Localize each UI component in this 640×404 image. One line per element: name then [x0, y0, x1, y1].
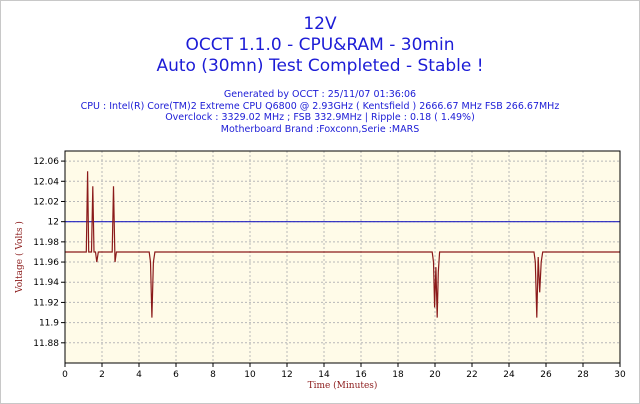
y-tick-label: 11.92: [33, 298, 59, 308]
y-tick-label: 11.88: [33, 339, 59, 349]
y-axis-label: Voltage ( Volts ): [14, 221, 25, 294]
x-tick-label: 28: [577, 370, 589, 380]
overclock-info: Overclock : 3329.02 MHz ; FSB 332.9MHz |…: [165, 112, 475, 124]
system-info-block: Generated by OCCT : 25/11/07 01:36:06 CP…: [0, 89, 640, 135]
y-tick-label: 11.94: [33, 278, 59, 288]
plot-area: [65, 151, 620, 363]
y-tick-label: 11.98: [33, 238, 59, 248]
x-axis-label: Time (Minutes): [308, 380, 378, 391]
x-tick-label: 4: [136, 370, 142, 380]
y-tick-label: 12.02: [33, 197, 59, 207]
y-tick-label: 11.96: [33, 258, 59, 268]
x-tick-label: 18: [392, 370, 404, 380]
x-tick-label: 24: [503, 370, 515, 380]
motherboard-info: Motherboard Brand :Foxconn,Serie :MARS: [220, 123, 420, 135]
grid-lines: [65, 151, 620, 363]
x-tick-label: 8: [210, 370, 216, 380]
y-tick-label: 12.06: [33, 157, 59, 167]
x-tick-label: 0: [62, 370, 68, 380]
x-tick-label: 20: [429, 370, 441, 380]
x-tick-label: 14: [318, 370, 330, 380]
x-tick-label: 2: [99, 370, 105, 380]
chart-title-test: OCCT 1.1.0 - CPU&RAM - 30min: [185, 35, 455, 55]
chart-title-status: Auto (30mn) Test Completed - Stable !: [156, 56, 484, 76]
x-tick-label: 22: [466, 370, 477, 380]
generated-info: Generated by OCCT : 25/11/07 01:36:06: [223, 89, 417, 100]
x-tick-label: 12: [281, 370, 292, 380]
x-tick-label: 16: [355, 370, 367, 380]
chart-title-block: 12V OCCT 1.1.0 - CPU&RAM - 30min Auto (3…: [0, 14, 640, 77]
x-tick-label: 6: [173, 370, 179, 380]
x-tick-label: 10: [244, 370, 256, 380]
x-tick-label: 30: [614, 370, 626, 380]
y-tick-label: 12: [48, 218, 59, 228]
y-tick-label: 11.9: [39, 319, 59, 329]
cpu-info: CPU : Intel(R) Core(TM)2 Extreme CPU Q68…: [80, 100, 560, 112]
y-tick-label: 12.04: [33, 177, 59, 187]
axis-ticks: 0 2 4 6 8 10 12 14 16 18 20 22 24 26 28 3011.8811.911.9…: [33, 157, 626, 380]
x-tick-label: 26: [540, 370, 552, 380]
chart-title-voltage: 12V: [303, 14, 337, 34]
plot-border: [64, 150, 621, 364]
series-line-12v: [65, 171, 620, 318]
